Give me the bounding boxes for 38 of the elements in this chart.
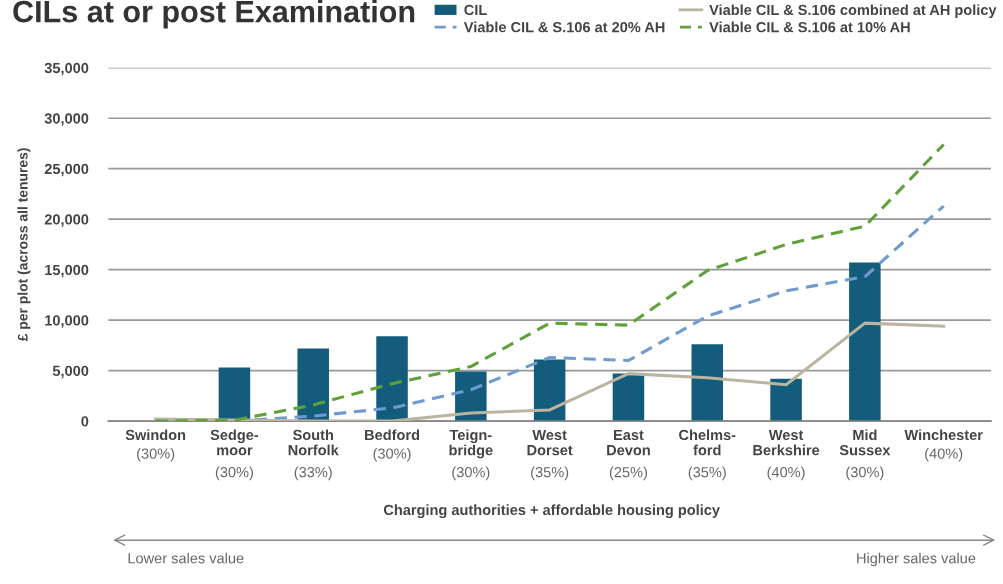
bar <box>376 336 408 422</box>
y-tick-label: 5,000 <box>52 365 89 379</box>
bar <box>533 359 566 422</box>
x-tick-label: Bedford (30%) <box>365 429 420 462</box>
legend-label: Viable CIL & S.106 combined at AH policy <box>709 4 997 18</box>
x-tick-label: Chelms- ford (35%) <box>679 429 736 481</box>
x-tick-label: West Dorset (35%) <box>527 429 573 481</box>
legend-label: Viable CIL & S.106 at 20% AH <box>463 21 665 33</box>
y-tick-label: 15,000 <box>45 264 89 278</box>
y-axis-title: £ per plot (across all tenures) <box>17 148 31 342</box>
line-series <box>154 321 946 422</box>
bar <box>770 378 802 422</box>
chart-title: CILs at or post Examination <box>13 0 415 29</box>
bar <box>218 367 251 422</box>
x-tick-label: Sedge- moor (30%) <box>210 429 259 481</box>
y-tick-label: 0 <box>81 416 89 427</box>
y-tick-label: 20,000 <box>44 214 89 227</box>
bar <box>691 344 724 422</box>
bar <box>612 373 645 422</box>
x-tick-label: West Berkshire (40%) <box>753 429 820 481</box>
x-tick-label: South Norfolk (33%) <box>288 429 339 481</box>
x-tick-label: Winchester (40%) <box>904 429 983 462</box>
y-tick-label: 25,000 <box>44 163 89 177</box>
legend-label: CIL <box>464 4 487 16</box>
x-axis-title: Charging authorities + affordable housing policy <box>383 504 720 519</box>
text: Lower sales value <box>128 552 244 564</box>
x-tick-label: Swindon (30%) <box>125 429 186 462</box>
y-tick-label: 10,000 <box>45 315 89 328</box>
x-tick-label: East Devon (25%) <box>607 429 650 481</box>
x-tick-label: Mid Sussex (30%) <box>839 429 891 481</box>
text: Higher sales value <box>857 552 976 567</box>
bar <box>849 262 881 422</box>
bar <box>297 348 329 422</box>
y-tick-label: 35,000 <box>44 62 89 76</box>
legend-label: Viable CIL & S.106 at 10% AH <box>709 21 910 33</box>
line-series <box>154 142 946 422</box>
x-tick-label: Teign- bridge (30%) <box>449 429 493 481</box>
y-tick-label: 30,000 <box>44 113 89 126</box>
